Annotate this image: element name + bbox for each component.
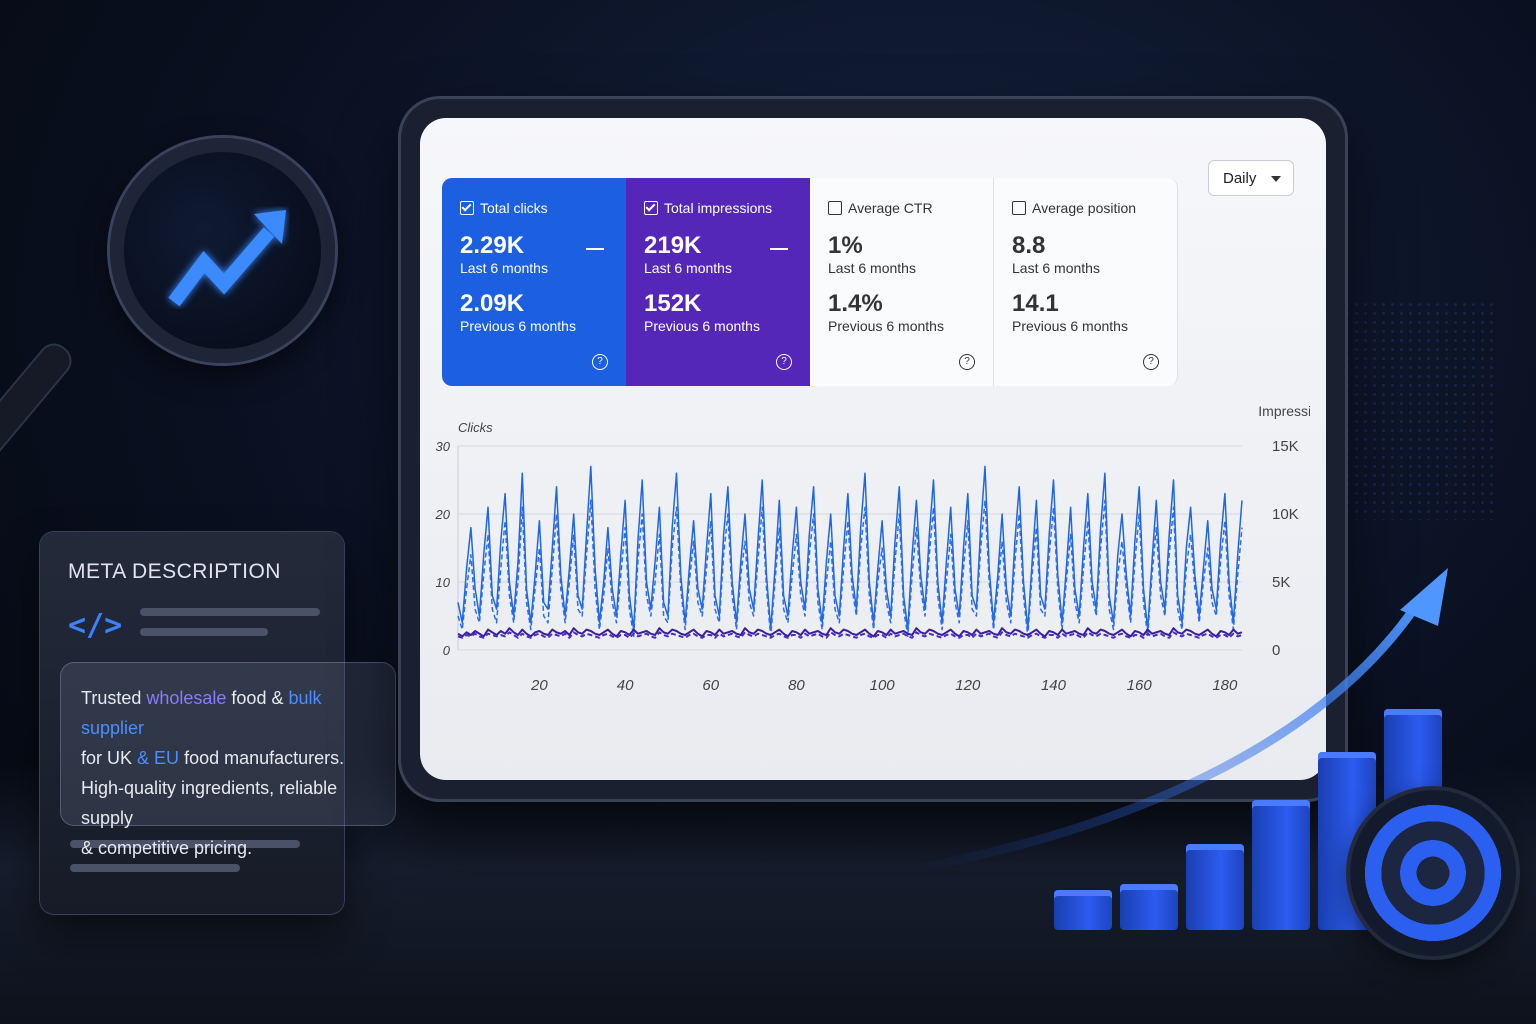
x-tick-label: 20 (530, 677, 548, 694)
metric-previous-label: Previous 6 months (460, 318, 576, 334)
growth-arrow-icon (905, 568, 1448, 875)
placeholder-line (140, 628, 268, 636)
metric-previous-label: Previous 6 months (828, 318, 944, 334)
text-part: for UK (81, 748, 138, 768)
text-part: & competitive pricing. (81, 838, 253, 858)
series-line-impressions_previous (457, 631, 1243, 639)
right-tick-label: 5K (1272, 574, 1290, 591)
metric-previous-value: 152K (644, 290, 702, 317)
help-icon[interactable]: ? (592, 354, 608, 370)
growth-bar (1252, 800, 1310, 930)
left-axis-label: Clicks (458, 420, 493, 435)
keyword-ampersand: & (137, 748, 150, 768)
trend-arrow-icon (168, 210, 286, 307)
keyword-bulk-supplier: bulk supplier (81, 688, 322, 738)
growth-bar (1054, 890, 1112, 930)
text-part: Trusted (81, 688, 147, 708)
x-tick-label: 40 (617, 677, 634, 694)
metric-previous-label: Previous 6 months (1012, 318, 1128, 334)
keyword-eu: EU (154, 748, 180, 768)
metric-label: Total impressions (664, 200, 773, 216)
meta-description-card: META DESCRIPTION </> (40, 532, 344, 914)
target-icon (1350, 790, 1516, 956)
keyword-wholesale: wholesale (146, 688, 227, 708)
checkbox-icon[interactable] (644, 201, 658, 215)
left-tick-label: 0 (443, 643, 451, 658)
right-tick-label: 10K (1272, 506, 1299, 523)
metric-label: Average position (1032, 200, 1137, 216)
meta-title: META DESCRIPTION (68, 560, 281, 583)
right-tick-label: 15K (1272, 438, 1299, 455)
help-icon[interactable]: ? (1143, 354, 1159, 370)
placeholder-line (70, 840, 300, 848)
placeholder-line (140, 608, 320, 616)
code-icon: </> (68, 608, 123, 643)
x-tick-label: 60 (702, 677, 719, 694)
placeholder-line (70, 864, 240, 872)
metric-current-label: Last 6 months (644, 260, 732, 276)
performance-chart: 302010015K10K5K0ClicksImpressions2040608… (430, 403, 1326, 704)
help-icon[interactable]: ? (959, 354, 975, 370)
x-tick-label: 80 (788, 677, 805, 694)
period-dropdown-value: Daily (1223, 170, 1257, 187)
text-part: food manufacturers. (179, 748, 345, 768)
metric-card-average-ctr[interactable]: Average CTR 1% Last 6 months 1.4% Previo… (810, 178, 994, 386)
metric-label: Total clicks (480, 200, 548, 216)
x-tick-label: 120 (955, 677, 981, 694)
metric-current-label: Last 6 months (1012, 260, 1100, 276)
metric-current-value: 8.8 (1012, 232, 1046, 259)
x-tick-label: 180 (1212, 677, 1238, 694)
metric-previous-label: Previous 6 months (644, 318, 760, 334)
metric-card-total-impressions[interactable]: Total impressions 219K Last 6 months 152… (626, 178, 810, 386)
period-dropdown[interactable]: Daily (1208, 160, 1294, 196)
magnifier-trend-icon (110, 138, 335, 363)
meta-description-text: Trusted wholesale food & bulk supplier f… (60, 662, 396, 858)
performance-chart-svg: 302010015K10K5K0ClicksImpressions2040608… (435, 403, 1326, 694)
metric-label: Average CTR (848, 200, 933, 216)
caret-down-icon (1271, 176, 1281, 182)
left-tick-label: 20 (435, 507, 451, 522)
metric-previous-value: 2.09K (460, 290, 525, 317)
text-part: High-quality ingredients, reliable suppl… (81, 778, 338, 828)
x-tick-label: 160 (1127, 677, 1153, 694)
text-part: food & (226, 688, 289, 708)
metric-previous-value: 14.1 (1012, 290, 1059, 317)
metric-current-value: 219K (644, 232, 702, 259)
metric-current-value: 1% (828, 232, 863, 259)
series-line-impressions_current (457, 627, 1243, 638)
tablet-frame: Total clicks 2.29K Last 6 months 2.09K P… (398, 96, 1348, 802)
metric-card-total-clicks[interactable]: Total clicks 2.29K Last 6 months 2.09K P… (442, 178, 626, 386)
metric-current-value: 2.29K (460, 232, 525, 259)
left-tick-label: 10 (436, 575, 451, 590)
checkbox-icon[interactable] (828, 201, 842, 215)
series-line-clicks_current (457, 465, 1243, 631)
metric-current-label: Last 6 months (460, 260, 548, 276)
left-tick-label: 30 (436, 439, 451, 454)
right-axis-label: Impressions (1258, 404, 1310, 419)
dash-icon (770, 248, 788, 250)
right-tick-label: 0 (1272, 642, 1280, 659)
growth-bar (1186, 843, 1244, 930)
growth-bar (1120, 884, 1178, 930)
x-tick-label: 140 (1041, 677, 1067, 694)
metric-previous-value: 1.4% (828, 290, 883, 317)
checkbox-icon[interactable] (460, 201, 474, 215)
search-console-screen: Total clicks 2.29K Last 6 months 2.09K P… (420, 118, 1326, 780)
x-tick-label: 100 (870, 677, 896, 694)
metric-current-label: Last 6 months (828, 260, 916, 276)
series-line-clicks_previous (457, 499, 1243, 638)
metric-card-average-position[interactable]: Average position 8.8 Last 6 months 14.1 … (994, 178, 1178, 386)
dash-icon (586, 248, 604, 250)
magnifier-handle (0, 337, 79, 474)
help-icon[interactable]: ? (776, 354, 792, 370)
checkbox-icon[interactable] (1012, 201, 1026, 215)
metric-cards: Total clicks 2.29K Last 6 months 2.09K P… (442, 178, 1178, 386)
